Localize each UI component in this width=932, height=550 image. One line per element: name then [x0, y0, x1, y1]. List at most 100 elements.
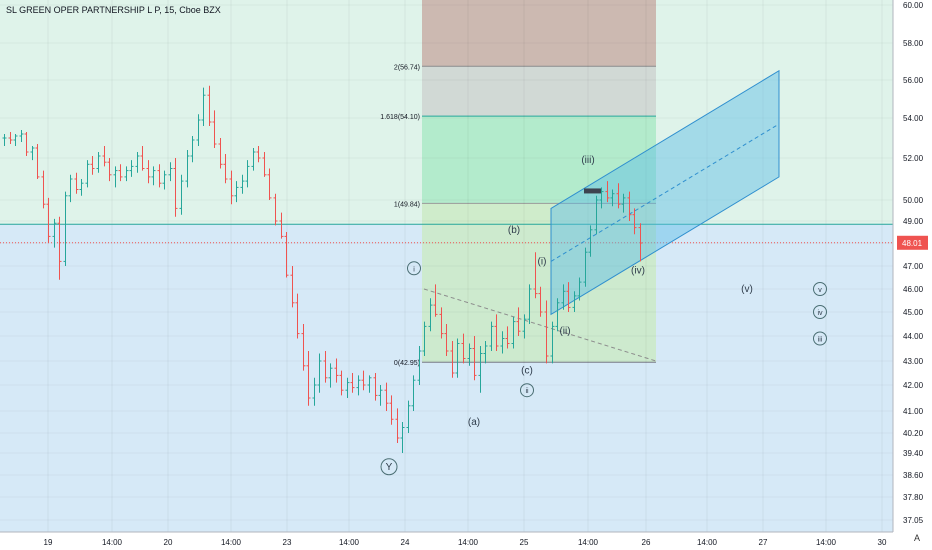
candle — [140, 146, 145, 171]
candle — [290, 266, 295, 308]
price-tick-label: 46.00 — [903, 285, 924, 294]
candle — [245, 160, 250, 188]
candle — [544, 300, 549, 364]
price-tick-label: 50.00 — [903, 196, 924, 205]
candle — [35, 144, 40, 179]
candle — [251, 148, 256, 171]
wave-label: (a) — [468, 417, 480, 428]
fibonacci-extension[interactable]: 2(56.74) 1.618(54.10) 1(49.84) 0(42.95) — [380, 0, 657, 367]
parallel-channel[interactable] — [550, 69, 780, 316]
candle — [151, 166, 156, 186]
candle — [240, 174, 245, 194]
candle — [162, 170, 167, 190]
candle — [555, 298, 560, 332]
time-tick-label: 14:00 — [339, 538, 360, 547]
candle — [312, 377, 317, 406]
price-tick-label: 43.00 — [903, 357, 924, 366]
time-tick-label: 19 — [44, 538, 53, 547]
price-axis[interactable]: 60.0058.0056.0054.0052.0050.0049.0048.00… — [892, 0, 932, 550]
candle — [572, 291, 577, 312]
candle — [323, 351, 328, 383]
wave-circle — [813, 305, 827, 319]
time-axis-bg — [0, 532, 932, 550]
candle — [146, 160, 151, 184]
candle — [384, 382, 389, 411]
candle — [201, 87, 206, 126]
price-tick-label: 52.00 — [903, 154, 924, 163]
candle — [52, 218, 57, 248]
candlestick-series — [2, 85, 643, 453]
candle — [19, 130, 24, 142]
candle — [500, 331, 505, 354]
wave-label-circled: vⓥ — [818, 287, 822, 294]
fib-level-label: 2(56.74) — [394, 64, 420, 71]
horizontal-levels[interactable] — [0, 223, 893, 244]
candle — [41, 170, 46, 209]
grid-lines — [47, 0, 883, 532]
candle — [616, 183, 621, 209]
fib-level-label: 1(49.84) — [394, 201, 420, 208]
last-price-tag — [897, 235, 928, 250]
candle — [345, 377, 350, 398]
wave-label: (ii) — [559, 326, 570, 337]
wave-circle — [520, 383, 534, 398]
candle — [428, 298, 433, 332]
price-tick-label: 40.20 — [903, 429, 924, 438]
candle — [24, 132, 29, 156]
candle — [135, 152, 140, 173]
wave-label: (c) — [521, 366, 533, 377]
wave-circle — [380, 458, 398, 476]
time-tick-label: 14:00 — [458, 538, 479, 547]
candle — [522, 314, 527, 339]
candle — [566, 282, 571, 312]
time-tick-label: 30 — [878, 538, 887, 547]
time-axis[interactable]: 19 14:00 20 14:00 23 14:00 24 14:00 25 14:00 26 14:… — [0, 531, 932, 550]
candle — [621, 193, 626, 213]
auto-scale-button[interactable]: A — [913, 533, 920, 543]
candle — [96, 152, 101, 173]
fib-zone-top — [422, 0, 656, 67]
candle — [505, 326, 510, 349]
candle — [234, 181, 239, 203]
candle — [273, 193, 278, 226]
fib-zone-1 — [422, 203, 656, 363]
time-tick-label: 23 — [283, 538, 292, 547]
price-tick-label: 37.80 — [903, 493, 924, 502]
candle — [400, 422, 405, 453]
candle — [46, 197, 51, 243]
candle — [256, 146, 261, 163]
price-axis-bg — [893, 0, 932, 550]
candle — [461, 333, 466, 364]
candle — [367, 375, 372, 393]
candle — [13, 134, 18, 146]
fib-zone-2 — [422, 66, 656, 117]
candle — [173, 158, 178, 217]
candle — [433, 284, 438, 317]
candle — [450, 341, 455, 378]
wave-label-circled: iiⓘⓘ — [525, 388, 529, 395]
candle — [79, 179, 84, 196]
candle — [185, 150, 190, 188]
price-tick-label: 56.00 — [903, 76, 924, 85]
wave-label-circled: iⓘ — [413, 266, 415, 273]
candle — [583, 247, 588, 287]
fib-level-label: 0(42.95) — [394, 360, 420, 367]
time-tick-label: 14:00 — [102, 538, 123, 547]
candle — [68, 174, 73, 203]
candle — [207, 85, 212, 126]
candle — [212, 110, 217, 148]
price-tick-label: 44.00 — [903, 332, 924, 341]
candle — [229, 170, 234, 205]
channel-midline — [550, 123, 780, 262]
candle — [190, 136, 195, 163]
price-tick-label: 41.00 — [903, 407, 924, 416]
candle — [2, 134, 7, 146]
candle — [306, 351, 311, 406]
time-tick-label: 14:00 — [221, 538, 242, 547]
candle — [527, 284, 532, 324]
fib-zone-1618 — [422, 116, 656, 204]
candle — [129, 160, 134, 177]
candle — [262, 152, 267, 177]
last-price-label: 48.01 — [902, 239, 923, 248]
